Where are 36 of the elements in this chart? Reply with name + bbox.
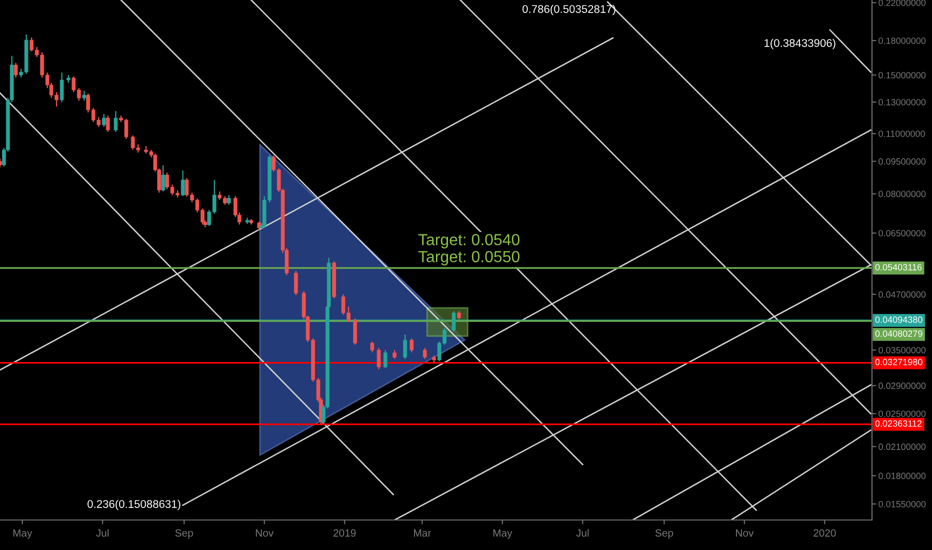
y-tick-label: 0.06500000 [878, 230, 926, 236]
y-tick-label: 0.09500000 [878, 158, 926, 165]
y-tick-label: 0.01800000 [878, 472, 926, 480]
y-tick-label: 0.08000000 [878, 190, 926, 198]
y-tick-label: 0.02900000 [878, 382, 926, 389]
annotation: 1(0.38433906) [764, 38, 836, 50]
y-tick-label: 0.03500000 [878, 347, 926, 354]
annotation: 0.236(0.15088631) [88, 500, 180, 510]
y-tick-label: 0.22000000 [878, 0, 926, 6]
x-tick-label: Nov [736, 529, 754, 537]
ref-line-label: 0.04094380 [875, 316, 922, 323]
x-tick-label: May [493, 529, 512, 539]
y-tick-label: 0.01550000 [878, 500, 926, 508]
y-tick-label: 0.04700000 [878, 291, 926, 298]
x-tick-label: Mar [414, 529, 431, 537]
ref-line-label: 0.05403116 [875, 264, 922, 270]
x-tick-label: 2019 [334, 529, 356, 537]
x-tick-label: Nov [256, 529, 274, 537]
x-tick-label: Sep [655, 529, 674, 539]
x-tick-label: 2020 [814, 529, 836, 537]
ref-line-label: 0.04080279 [875, 330, 922, 337]
annotation: Target: 0.0540 [418, 234, 520, 248]
x-tick-label: Jul [96, 529, 109, 537]
ref-line-label: 0.02363112 [875, 420, 922, 427]
ref-line-label: 0.03271980 [875, 358, 922, 366]
x-tick-label: Jul [576, 529, 589, 537]
y-tick-label: 0.13000000 [878, 99, 926, 106]
y-tick-label: 0.02100000 [878, 444, 926, 450]
y-tick-label: 0.18000000 [878, 38, 926, 44]
x-tick-label: Sep [175, 529, 193, 539]
y-tick-label: 0.02500000 [878, 410, 926, 417]
annotation: Target: 0.0550 [418, 250, 520, 266]
x-tick-label: May [13, 529, 32, 539]
y-tick-label: 0.15000000 [878, 72, 926, 78]
annotation: 0.786(0.50352817) [522, 4, 616, 16]
y-tick-label: 0.11000000 [878, 130, 925, 137]
